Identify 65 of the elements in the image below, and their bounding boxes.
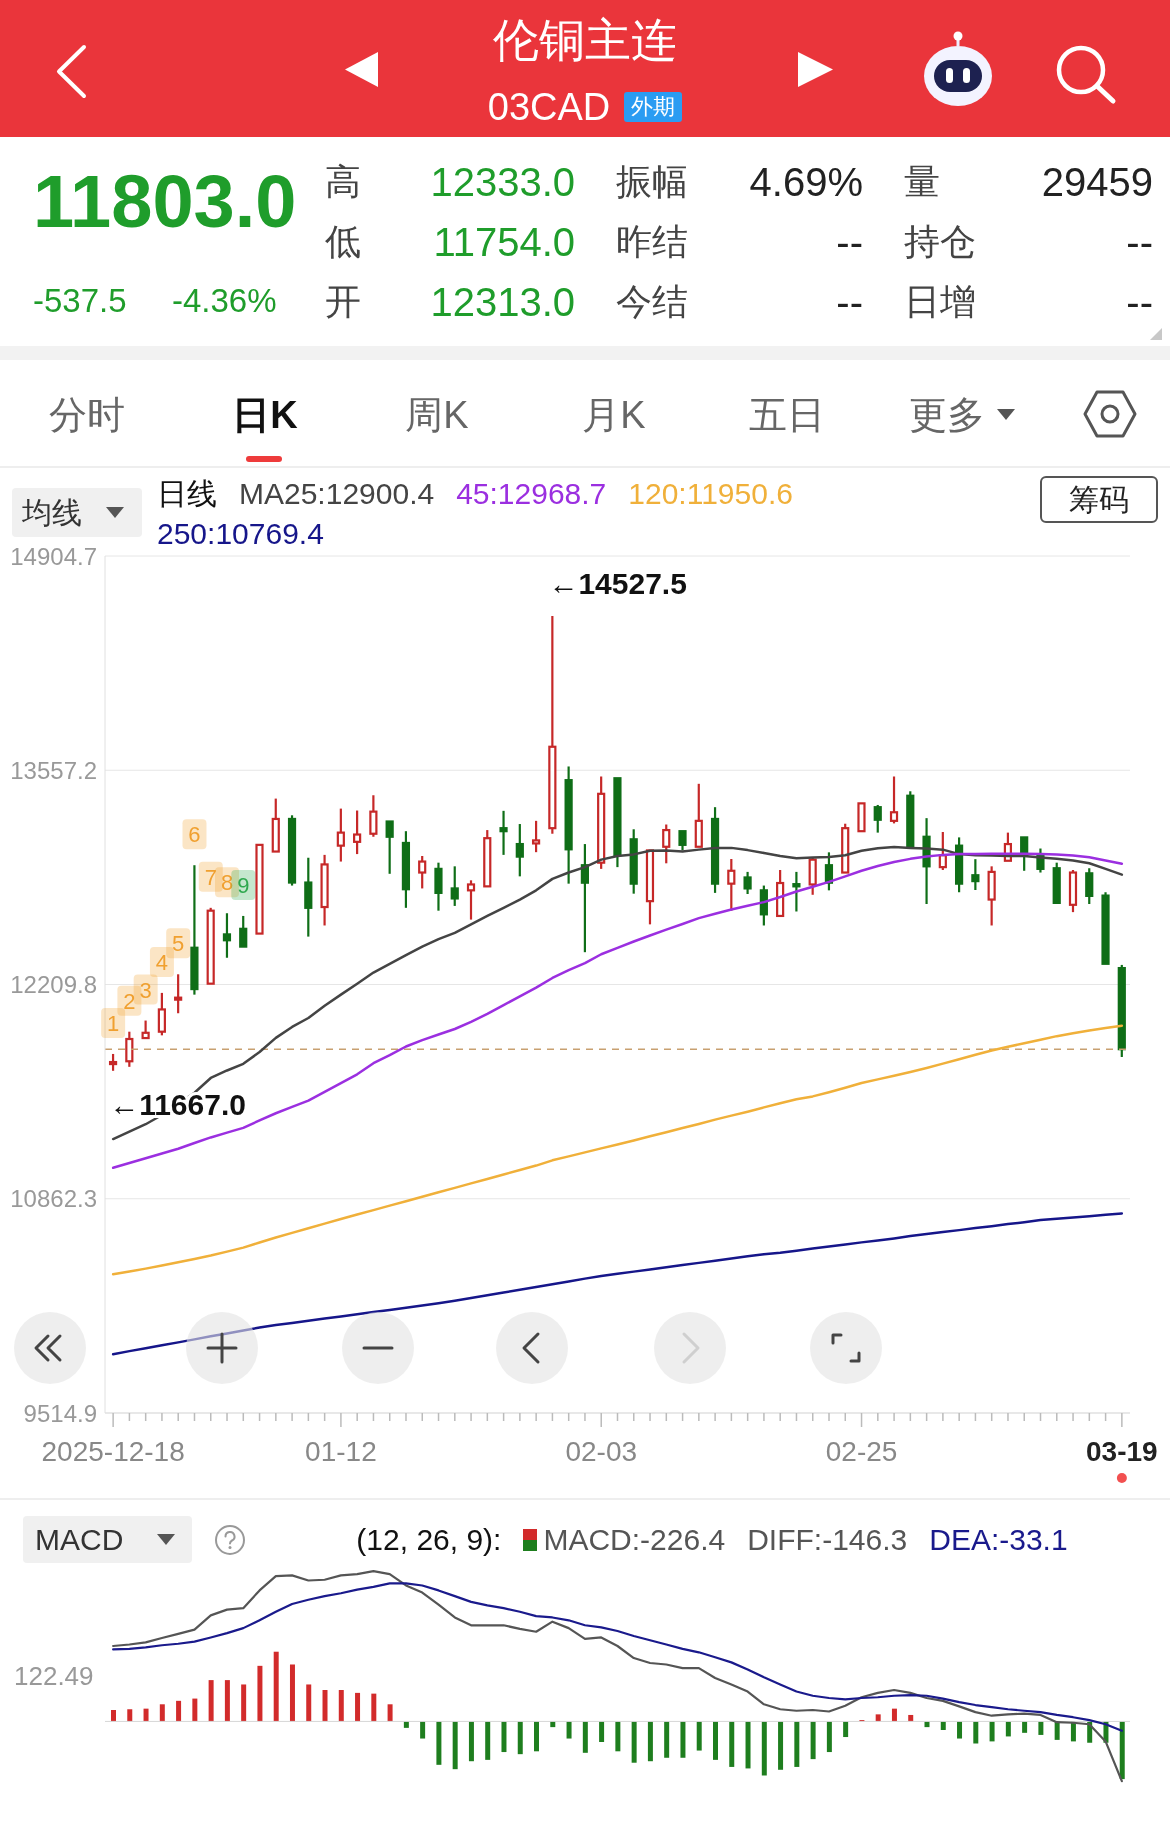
annotation: 1 (107, 1010, 120, 1036)
text: 11754.0 (433, 219, 575, 266)
text: 12333.0 (430, 159, 575, 206)
text: 振幅 (616, 160, 688, 204)
text: 45:12968.7 (456, 476, 607, 512)
annotation: 2 (123, 988, 136, 1014)
y-tick-label: 14904.7 (10, 542, 97, 570)
annotation: 3 (139, 977, 152, 1003)
text: 更多 (908, 393, 986, 438)
text: -- (836, 279, 863, 326)
annotation: 5 (172, 931, 185, 957)
text: 高 (325, 160, 361, 204)
annotation: 8 (220, 870, 234, 896)
text: 29459 (1041, 159, 1153, 206)
chart-title: MACD (35, 1522, 124, 1558)
text: 03CAD (487, 85, 611, 129)
chart-title: 均线 (22, 495, 82, 531)
text: 量 (904, 160, 940, 204)
badge: 外期 (624, 92, 683, 122)
text: 分时 (48, 393, 126, 438)
annotation: 6 (188, 822, 201, 848)
text: 低 (325, 220, 361, 264)
text: DIFF:-146.3 (747, 1522, 908, 1558)
text: -- (1126, 219, 1153, 266)
text: 五日 (748, 393, 826, 438)
text: 122.49 (14, 1660, 94, 1692)
text: 12313.0 (430, 279, 575, 326)
text: 持仓 (904, 220, 976, 264)
text: -- (836, 219, 863, 266)
x-tick-label: 02-25 (825, 1436, 898, 1467)
legend-title: 日线 (157, 476, 217, 512)
x-tick-label: 2025-12-18 (41, 1436, 185, 1467)
dropdown: MACD (23, 1516, 192, 1563)
text: -4.36% (172, 281, 277, 321)
annotation: 9 (237, 872, 250, 898)
text: 昨结 (616, 220, 688, 264)
text: 日增 (904, 280, 976, 324)
legend-label: MACD:-226.4 (543, 1522, 726, 1558)
annotation: 4 (155, 949, 169, 975)
text: DEA:-33.1 (929, 1522, 1068, 1558)
x-tick-label: 01-12 (305, 1436, 377, 1467)
text: 开 (325, 280, 361, 324)
legend-title: (12, 26, 9): (356, 1522, 502, 1558)
text: MA25:12900.4 (239, 476, 435, 512)
text: -537.5 (33, 281, 127, 321)
dropdown: 均线 (12, 488, 142, 537)
text: 4.69% (749, 159, 863, 206)
text: 11803.0 (33, 159, 297, 245)
annotation: 7 (204, 864, 217, 890)
y-tick-label: 10862.3 (10, 1185, 97, 1213)
text: 250:10769.4 (157, 516, 324, 552)
y-tick-label: 12209.8 (10, 971, 97, 999)
text: 月K (581, 393, 647, 438)
x-tick-label: 03-19 (1086, 1436, 1158, 1467)
text: 周K (404, 393, 470, 438)
y-tick-label: 9514.9 (23, 1399, 97, 1427)
text: 120:11950.6 (628, 476, 793, 512)
y-tick-label: 13557.2 (10, 756, 97, 784)
button: 筹码 (1040, 476, 1158, 523)
text: 日K (231, 393, 299, 438)
annotation: ←14527.5 (548, 566, 687, 600)
x-tick-label: 02-03 (565, 1436, 638, 1467)
text: -- (1126, 279, 1153, 326)
text: 伦铜主连 (492, 13, 678, 68)
text: 今结 (616, 280, 688, 324)
